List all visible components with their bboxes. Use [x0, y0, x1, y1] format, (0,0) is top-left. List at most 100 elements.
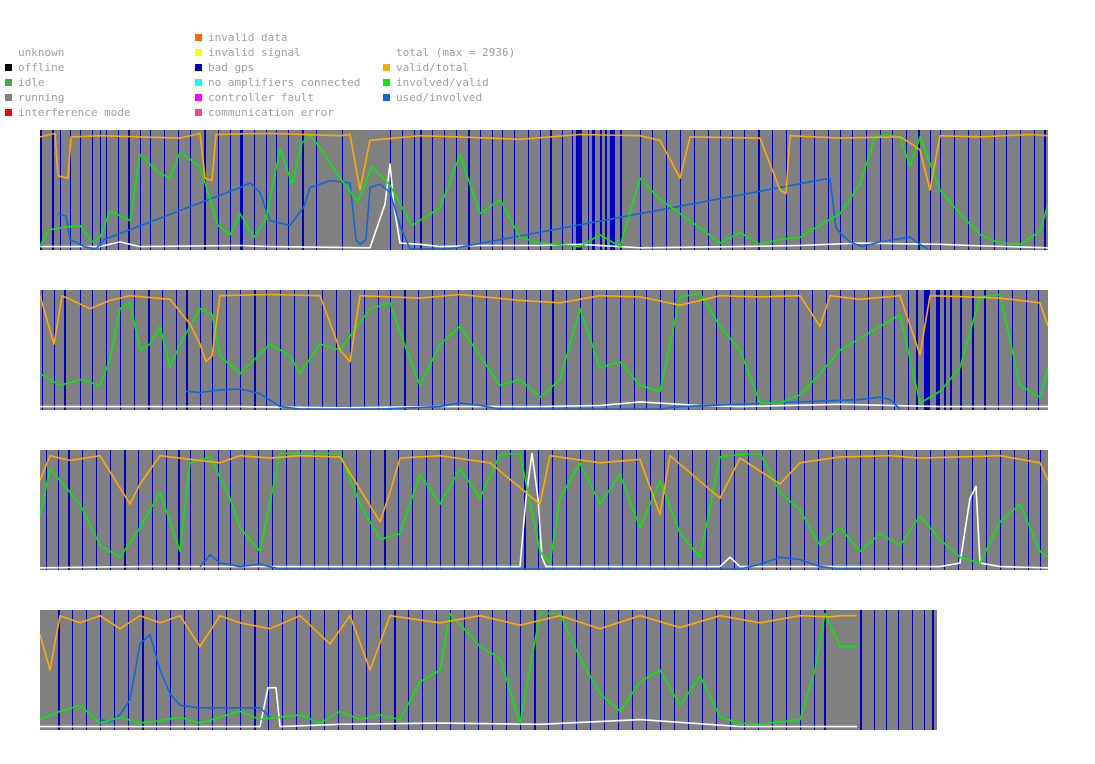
bad-gps-marker	[496, 450, 497, 570]
chart-panel-1	[40, 130, 1048, 250]
bad-gps-marker	[826, 290, 827, 410]
bad-gps-marker	[854, 290, 855, 410]
bad-gps-marker	[86, 610, 87, 730]
bad-gps-marker	[276, 130, 277, 250]
bad-gps-marker	[138, 450, 139, 570]
chart-legend: unknown offline idle running interferenc…	[0, 0, 1095, 125]
bad-gps-marker	[390, 130, 391, 250]
bad-gps-marker	[230, 450, 231, 570]
bad-gps-marker	[620, 130, 622, 250]
bad-gps-marker	[580, 290, 581, 410]
bad-gps-marker	[520, 610, 521, 730]
bad-gps-marker	[936, 290, 940, 410]
bad-gps-marker	[296, 610, 297, 730]
bad-gps-marker	[444, 130, 445, 250]
bad-gps-marker	[604, 610, 605, 730]
legend-swatch-running	[5, 94, 12, 101]
bad-gps-marker	[72, 610, 73, 730]
legend-label: invalid data	[208, 31, 288, 44]
bad-gps-marker	[58, 610, 60, 730]
bad-gps-marker	[482, 450, 483, 570]
bad-gps-marker	[600, 130, 602, 250]
bad-gps-marker	[744, 130, 745, 250]
bad-gps-marker	[244, 450, 245, 570]
bad-gps-marker	[240, 130, 243, 250]
bad-gps-marker	[356, 450, 357, 570]
bad-gps-marker	[254, 610, 256, 730]
bad-gps-marker	[608, 450, 609, 570]
bad-gps-marker	[58, 450, 59, 570]
bad-gps-marker	[450, 610, 451, 730]
bad-gps-marker	[916, 450, 917, 570]
bad-gps-marker	[308, 290, 309, 410]
bad-gps-marker	[770, 290, 771, 410]
bad-gps-marker	[730, 290, 731, 410]
bad-gps-marker	[342, 130, 343, 250]
bad-gps-marker	[394, 610, 396, 730]
bad-gps-marker	[176, 290, 177, 410]
bad-gps-marker	[706, 450, 707, 570]
legend-label: used/involved	[396, 91, 483, 104]
bad-gps-marker	[588, 130, 589, 250]
bad-gps-marker	[458, 290, 459, 410]
bad-gps-marker	[562, 610, 563, 730]
bad-gps-marker	[534, 610, 536, 730]
bad-gps-marker	[350, 290, 351, 410]
bad-gps-marker	[784, 290, 785, 410]
legend-swatch-invalid-data	[195, 34, 202, 41]
bad-gps-marker	[282, 610, 283, 730]
bad-gps-marker	[328, 450, 329, 570]
bad-gps-marker	[266, 130, 267, 250]
involved-valid-line	[40, 452, 1048, 564]
bad-gps-marker	[96, 450, 97, 570]
bad-gps-marker	[200, 290, 201, 410]
bad-gps-marker	[866, 130, 867, 250]
bad-gps-marker	[860, 450, 861, 570]
bad-gps-marker	[918, 130, 920, 250]
legend-swatch-used-involved	[383, 94, 390, 101]
bad-gps-marker	[150, 130, 151, 250]
bad-gps-marker	[1028, 450, 1029, 570]
bad-gps-marker	[70, 130, 71, 250]
valid-total-line	[40, 614, 857, 671]
used-involved-line	[185, 388, 901, 410]
used-involved-line	[57, 177, 929, 250]
bad-gps-marker	[212, 610, 213, 730]
bad-gps-marker	[986, 450, 987, 570]
bad-gps-marker	[314, 450, 315, 570]
bad-gps-marker	[414, 130, 415, 250]
bad-gps-marker	[572, 130, 573, 250]
bad-gps-marker	[902, 450, 903, 570]
bad-gps-marker	[422, 610, 423, 730]
bad-gps-marker	[110, 450, 111, 570]
bad-gps-marker	[566, 450, 567, 570]
used-involved-line	[99, 633, 271, 723]
valid-total-line	[40, 293, 1048, 363]
bad-gps-marker	[732, 130, 733, 250]
bad-gps-marker	[950, 290, 952, 410]
legend-label: controller fault	[208, 91, 314, 104]
bad-gps-marker	[352, 610, 353, 730]
bad-gps-marker	[272, 450, 273, 570]
bad-gps-marker	[622, 450, 623, 570]
bad-gps-marker	[114, 610, 115, 730]
bad-gps-marker	[384, 450, 386, 570]
legend-swatch-no-amplifiers	[195, 79, 202, 86]
used-involved-line	[199, 554, 860, 570]
bad-gps-marker	[800, 610, 801, 730]
legend-swatch-involved-valid	[383, 79, 390, 86]
bad-gps-marker	[152, 450, 153, 570]
bad-gps-marker	[716, 290, 717, 410]
bad-gps-marker	[540, 290, 541, 410]
bad-gps-marker	[1026, 290, 1027, 410]
bad-gps-marker	[562, 130, 563, 250]
bad-gps-marker	[1006, 130, 1007, 250]
bad-gps-marker	[336, 290, 337, 410]
legend-label: communication error	[208, 106, 334, 119]
bad-gps-marker	[120, 290, 121, 410]
legend-swatch-invalid-signal	[195, 49, 202, 56]
bad-gps-marker	[576, 610, 577, 730]
bad-gps-marker	[492, 130, 493, 250]
bad-gps-marker	[592, 290, 593, 410]
bad-gps-marker	[998, 290, 999, 410]
